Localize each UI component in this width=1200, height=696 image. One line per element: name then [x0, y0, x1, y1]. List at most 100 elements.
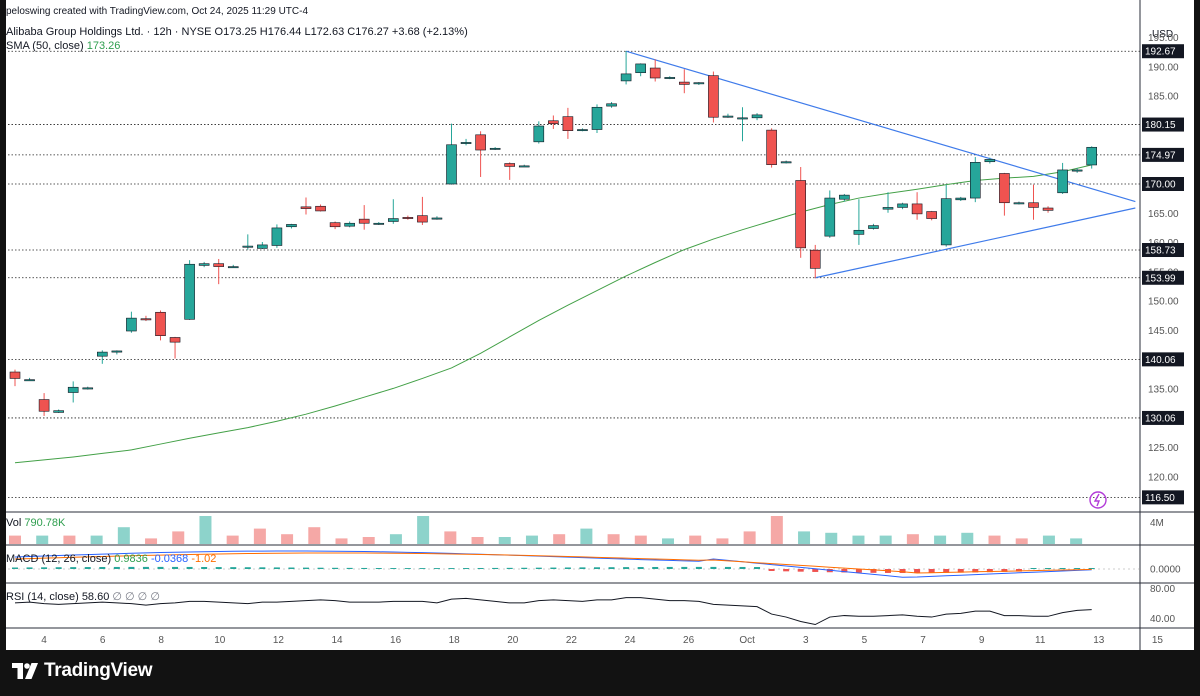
macd-hist-bar — [1059, 568, 1066, 569]
level-badge — [1142, 147, 1184, 162]
macd-hist-bar — [1015, 569, 1022, 572]
macd-hist-bar — [113, 566, 120, 569]
signal-line — [14, 552, 1092, 574]
volume-bar — [553, 534, 566, 544]
candle-body — [402, 217, 414, 219]
tradingview-logo[interactable]: TradingView — [12, 660, 153, 682]
level-label: 116.50 — [1145, 493, 1175, 504]
candle-body — [766, 129, 777, 165]
macd-hist-bar — [739, 566, 746, 569]
volume-legend[interactable]: Vol 790.78K — [6, 517, 65, 529]
volume-bar — [689, 535, 702, 544]
candle-body — [169, 337, 181, 343]
macd-hist-bar — [754, 567, 761, 569]
volume-bar — [172, 531, 185, 544]
macd-hist-bar — [55, 567, 62, 569]
alert-icon — [1089, 491, 1107, 509]
macd-legend[interactable]: MACD (12, 26, close) 0.9836 -0.0368 -1.0… — [6, 553, 216, 565]
x-tick-label: 24 — [624, 635, 636, 646]
candle-body — [737, 117, 748, 120]
candle-body — [693, 82, 705, 85]
candle-body — [344, 222, 355, 227]
currency-label: USD — [1152, 29, 1173, 40]
candle-body — [286, 224, 297, 228]
y-tick-label: 150.00 — [1148, 297, 1179, 308]
volume-bar — [879, 535, 892, 544]
macd-hist-bar — [230, 567, 237, 569]
candle-body — [795, 180, 807, 249]
chart-svg[interactable]: USD195.00190.00185.00180.00175.00170.001… — [0, 0, 1200, 650]
macd-hist-bar — [288, 567, 295, 569]
y-tick-label: 125.00 — [1148, 443, 1179, 454]
x-tick-label: 12 — [273, 635, 285, 646]
alert-bolt-icon — [1093, 493, 1101, 507]
volume-bar — [389, 534, 402, 544]
macd-hist-bar — [332, 567, 339, 569]
level-badge — [1142, 117, 1184, 132]
macd-hist-bar — [84, 567, 91, 569]
rsi-legend[interactable]: RSI (14, close) 58.60 ∅ ∅ ∅ ∅ — [6, 590, 160, 603]
macd-hist-bar — [41, 567, 48, 569]
watermark-text: peloswing created with TradingView.com, … — [6, 6, 309, 17]
candle-body — [809, 249, 821, 269]
sma-legend[interactable]: SMA (50, close) 173.26 — [6, 40, 120, 52]
y-tick-label: 190.00 — [1148, 62, 1179, 73]
volume-bar — [743, 531, 756, 544]
candle-body — [591, 106, 603, 130]
volume-bar — [36, 535, 49, 544]
volume-bar — [226, 535, 239, 544]
volume-bar — [308, 527, 321, 544]
candle-body — [1086, 146, 1097, 166]
x-tick-label: 11 — [1035, 635, 1046, 646]
candle-body — [387, 218, 399, 222]
candle-body — [751, 114, 763, 119]
x-tick-label: 3 — [803, 635, 809, 646]
macd-hist-bar — [12, 567, 18, 569]
candle-body — [926, 211, 937, 219]
level-badge — [1142, 270, 1184, 285]
candle-body — [664, 77, 676, 79]
candle-body — [518, 165, 530, 168]
macd-hist-bar — [855, 569, 862, 573]
volume-bar — [716, 538, 729, 544]
candle-body — [548, 120, 559, 124]
macd-hist-bar — [957, 569, 964, 573]
candle-body — [315, 205, 326, 212]
candle-body — [780, 161, 792, 164]
x-tick-label: 16 — [390, 635, 402, 646]
rsi-placeholder: ∅ ∅ ∅ ∅ — [112, 591, 160, 603]
level-badge — [1142, 177, 1184, 191]
candle-body — [824, 197, 836, 237]
y-tick-label: 195.00 — [1148, 33, 1179, 44]
macd-hist-bar — [870, 569, 877, 573]
volume-bar — [1015, 538, 1028, 544]
candle-body — [431, 217, 443, 220]
volume-bar — [852, 535, 865, 544]
macd-hist-bar — [506, 567, 513, 569]
macd-hist-bar — [463, 568, 470, 569]
volume-bar — [90, 535, 103, 544]
level-badge — [1142, 410, 1184, 425]
candle-body — [126, 317, 137, 332]
macd-hist-bar — [215, 567, 222, 569]
volume-bar — [525, 535, 538, 544]
macd-hist-bar — [535, 567, 542, 569]
sma-line — [14, 164, 1092, 464]
macd-hist-bar — [579, 567, 586, 569]
volume-bar — [798, 531, 811, 544]
macd-hist-bar — [419, 568, 426, 569]
rsi-axis-label: 40.00 — [1150, 614, 1175, 625]
sma-value: 173.26 — [86, 40, 121, 52]
candle-body — [955, 197, 967, 201]
candle-body — [722, 115, 734, 118]
candle-body — [969, 162, 981, 199]
volume-bar — [281, 534, 294, 544]
candle-body — [839, 194, 850, 200]
candle-body — [38, 399, 50, 412]
symbol-legend[interactable]: Alibaba Group Holdings Ltd. · 12h · NYSE… — [6, 26, 468, 38]
y-tick-label: 135.00 — [1148, 385, 1179, 396]
y-tick-label: 145.00 — [1148, 326, 1179, 337]
volume-bar — [145, 538, 158, 544]
volume-bar — [580, 528, 593, 544]
candle-body — [562, 116, 574, 132]
